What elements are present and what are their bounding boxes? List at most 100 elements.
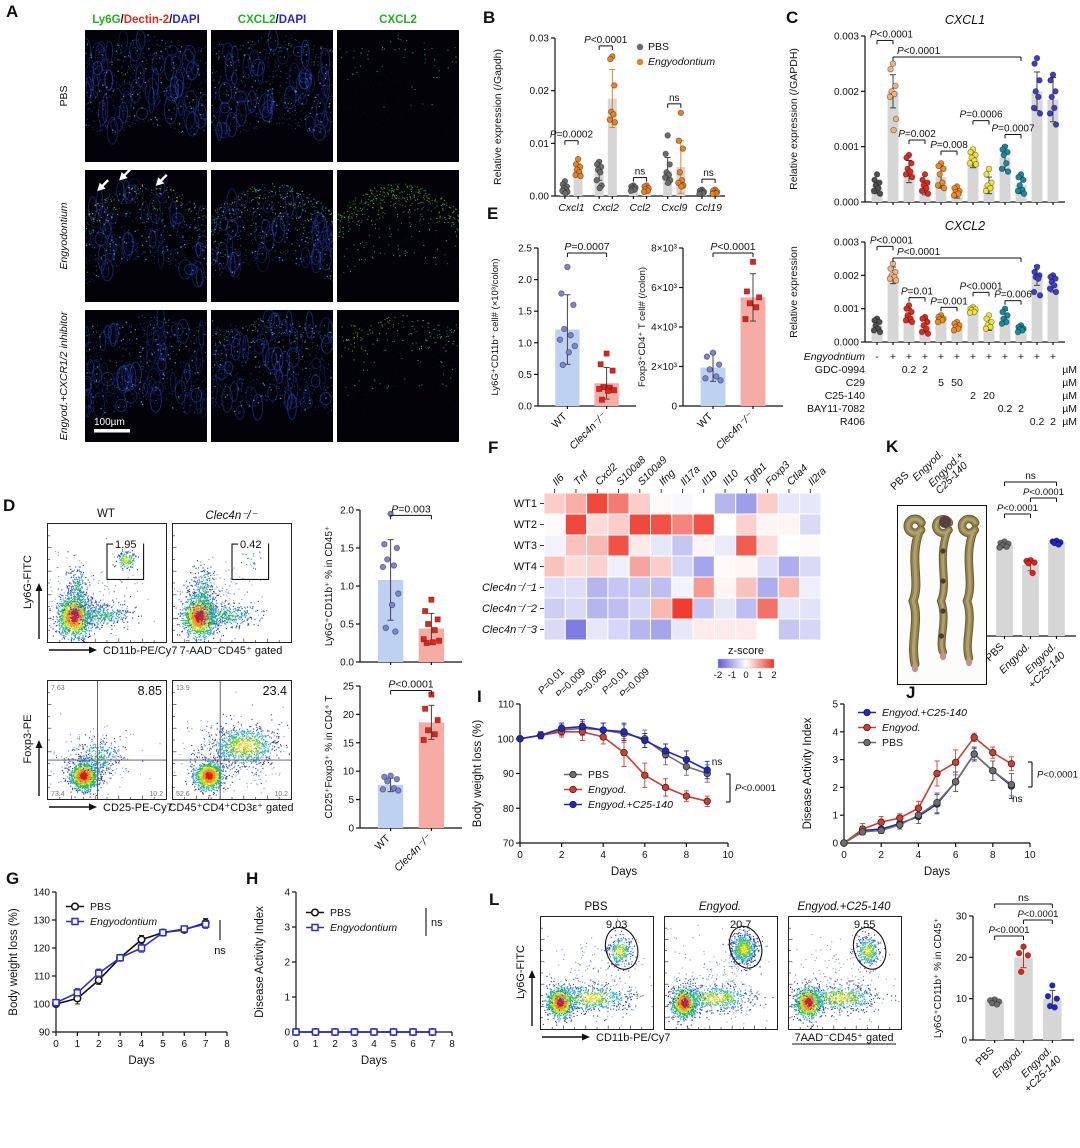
svg-text:2.5: 2.5 <box>518 244 532 255</box>
svg-text:Cxcl1: Cxcl1 <box>558 202 584 214</box>
svg-text:+: + <box>922 351 928 363</box>
svg-text:4: 4 <box>139 1039 145 1050</box>
panel-f-heatmap: Il6 Tnf Cxcl2 S100a8 S100a9 Ifng Il17a Il1b Il10… <box>448 440 893 701</box>
svg-text:10: 10 <box>722 850 734 861</box>
svg-text:Il10: Il10 <box>721 468 742 489</box>
microscopy-image <box>85 310 207 442</box>
svg-text:4: 4 <box>832 727 838 738</box>
svg-text:µM: µM <box>1062 403 1077 415</box>
panel-e-label: E <box>487 204 499 223</box>
svg-text:Ccl19: Ccl19 <box>695 202 722 214</box>
svg-text:Il1b: Il1b <box>699 468 720 489</box>
svg-text:CXCL2: CXCL2 <box>945 219 985 233</box>
svg-text:2: 2 <box>332 1039 338 1050</box>
svg-text:Disease Activity Index: Disease Activity Index <box>254 906 266 1018</box>
svg-text:CD25-PE-Cy7: CD25-PE-Cy7 <box>103 802 173 814</box>
svg-text:0.0: 0.0 <box>340 658 354 669</box>
svg-text:7: 7 <box>203 1039 209 1050</box>
svg-text:0: 0 <box>53 1039 59 1050</box>
svg-text:z-score: z-score <box>728 645 764 657</box>
panel-a-column-header: CXCL2/DAPI <box>237 14 307 26</box>
svg-text:Engyodntium: Engyodntium <box>804 351 866 363</box>
flow-cytometry-plot <box>47 523 167 643</box>
svg-text:Foxp3⁺CD4⁺ T cell# (/colon): Foxp3⁺CD4⁺ T cell# (/colon) <box>637 267 648 387</box>
svg-text:+: + <box>906 351 912 363</box>
svg-text:1.0: 1.0 <box>340 582 354 593</box>
svg-text:2: 2 <box>878 850 884 861</box>
svg-text:3: 3 <box>117 1039 123 1050</box>
svg-text:2: 2 <box>832 783 838 794</box>
svg-text:0.5: 0.5 <box>518 370 532 381</box>
flow-cytometry-plot <box>664 916 778 1030</box>
svg-text:P<0.0001: P<0.0001 <box>1017 909 1058 920</box>
panel-l-label: L <box>489 890 500 909</box>
svg-text:WT1: WT1 <box>514 498 537 510</box>
panel-c-label: C <box>786 8 799 27</box>
svg-text:70: 70 <box>503 839 515 850</box>
svg-text:Tgfb1: Tgfb1 <box>742 461 769 488</box>
svg-text:CD11b-PE/Cy7: CD11b-PE/Cy7 <box>596 1032 670 1044</box>
svg-text:Days: Days <box>361 1055 387 1067</box>
svg-text:R406: R406 <box>840 416 865 428</box>
svg-text:P=0.01: P=0.01 <box>901 287 933 298</box>
svg-text:C29: C29 <box>846 377 865 389</box>
svg-text:µM: µM <box>1062 390 1077 402</box>
flow-cytometry-plot <box>47 680 167 800</box>
svg-text:Engyod.+C25-140: Engyod.+C25-140 <box>882 707 967 719</box>
flow-plot-title: WT <box>97 508 115 520</box>
svg-text:5: 5 <box>160 1039 166 1050</box>
svg-text:6×10³: 6×10³ <box>651 283 678 294</box>
svg-text:P=0.003: P=0.003 <box>391 503 431 515</box>
svg-text:20: 20 <box>956 953 968 964</box>
svg-text:Clec4n⁻/⁻3: Clec4n⁻/⁻3 <box>482 624 538 636</box>
svg-text:Ccl2: Ccl2 <box>629 202 650 214</box>
svg-text:CD45⁺CD4⁺CD3ε⁺ gated: CD45⁺CD4⁺CD3ε⁺ gated <box>168 802 293 814</box>
svg-text:4: 4 <box>284 888 290 899</box>
svg-text:Clec4n⁻/⁻1: Clec4n⁻/⁻1 <box>482 582 537 594</box>
svg-text:2.0: 2.0 <box>340 506 354 517</box>
svg-text:0.003: 0.003 <box>834 238 859 249</box>
svg-text:+: + <box>1018 351 1024 363</box>
panel-d-treg-bar-chart: 0 5 10 15 20 25 P<0.0001 WT Clec4n⁻/⁻ CD25⁺Foxp3⁺… <box>323 668 480 891</box>
svg-text:+: + <box>1002 351 1008 363</box>
svg-text:ns: ns <box>431 917 443 929</box>
svg-text:0: 0 <box>832 839 838 850</box>
svg-text:-1: -1 <box>728 670 736 681</box>
svg-text:140: 140 <box>33 888 50 899</box>
svg-text:1.5: 1.5 <box>340 544 354 555</box>
svg-text:Ly6G⁺CD11b⁺ % in CD45⁺: Ly6G⁺CD11b⁺ % in CD45⁺ <box>324 526 335 646</box>
panel-k-colon-photo <box>897 505 987 685</box>
panel-c-cxcl1-chart: 0.000 0.001 0.002 0.003 P<0.0001 P<0.0001 P=0.… <box>735 10 1080 221</box>
svg-text:Engyod.+C25-140: Engyod.+C25-140 <box>588 799 673 811</box>
svg-text:0.2: 0.2 <box>902 364 917 376</box>
svg-text:GDC-0994: GDC-0994 <box>815 364 865 376</box>
svg-text:8: 8 <box>990 850 996 861</box>
svg-text:0: 0 <box>348 824 354 835</box>
svg-text:Relative expression (/Gapdh): Relative expression (/Gapdh) <box>492 49 504 185</box>
svg-text:6: 6 <box>953 850 959 861</box>
svg-text:6: 6 <box>410 1039 416 1050</box>
svg-text:P=0.008: P=0.008 <box>930 140 968 151</box>
panel-g-bodyweight-chart: 90 100 110 120 130 140 0 1 2 3 4 5 6 7 8 PBS Engyodontiu… <box>4 878 259 1095</box>
svg-text:ns: ns <box>635 167 646 178</box>
svg-text:10: 10 <box>1024 850 1036 861</box>
svg-text:100: 100 <box>33 1000 50 1011</box>
svg-text:PBS: PBS <box>648 41 669 53</box>
microscopy-image <box>337 30 459 162</box>
svg-text:µM: µM <box>1062 364 1077 376</box>
svg-text:Il2ra: Il2ra <box>806 465 829 488</box>
svg-text:100: 100 <box>497 734 514 745</box>
svg-text:50: 50 <box>951 377 963 389</box>
svg-text:30: 30 <box>956 912 968 923</box>
svg-text:CXCL1: CXCL1 <box>945 13 985 27</box>
svg-text:Engyodontium: Engyodontium <box>648 56 715 68</box>
svg-text:0.000: 0.000 <box>834 198 859 209</box>
svg-text:BAY11-7082: BAY11-7082 <box>807 403 865 415</box>
svg-text:0: 0 <box>961 1036 967 1047</box>
panel-h-label: H <box>246 869 259 888</box>
svg-text:Engyod.: Engyod. <box>588 784 627 796</box>
svg-text:4: 4 <box>600 850 606 861</box>
svg-text:Clec4n⁻/⁻2: Clec4n⁻/⁻2 <box>482 603 537 615</box>
svg-text:ns: ns <box>669 93 680 104</box>
